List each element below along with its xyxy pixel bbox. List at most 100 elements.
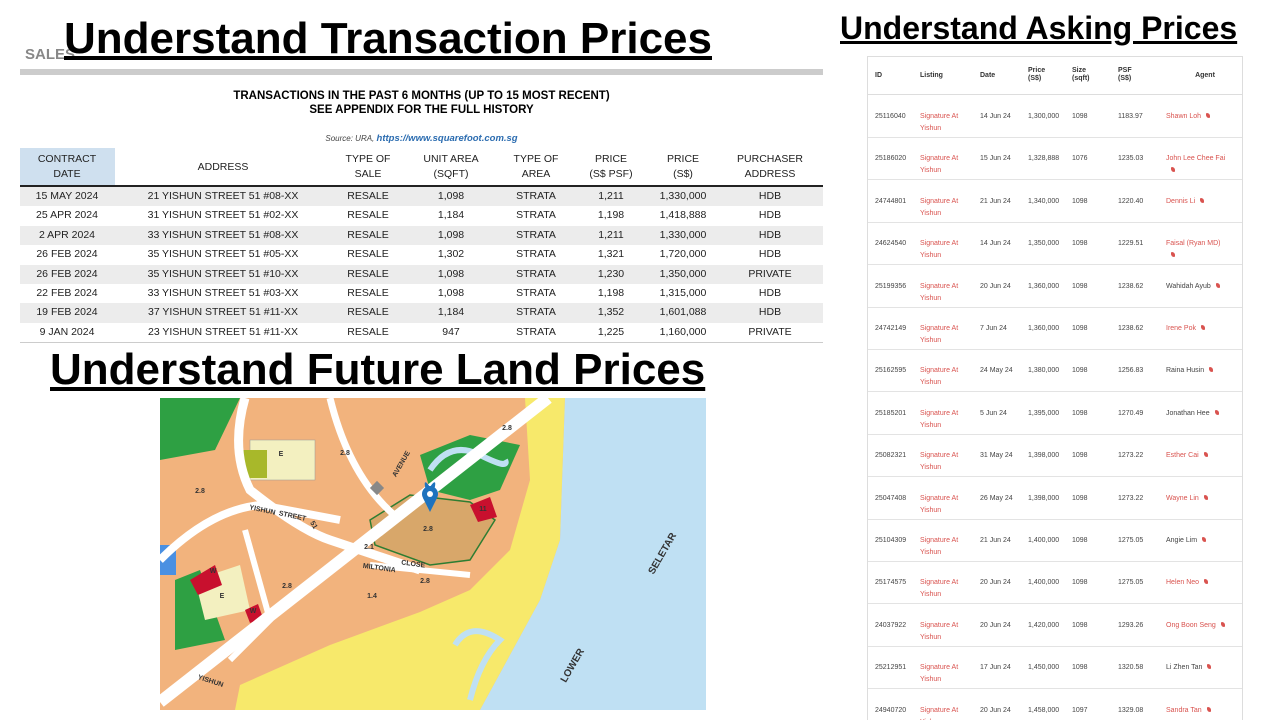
header-line: ADDRESS [744, 168, 796, 180]
cell: RESALE [347, 306, 389, 319]
road [227, 529, 274, 663]
header-line: Size [1072, 67, 1087, 74]
header-line: Listing [920, 72, 943, 79]
cell: 22 FEB 2024 [36, 287, 98, 299]
cell[interactable]: Signature At Yishun [920, 282, 959, 302]
cell: 1,211 [598, 190, 624, 202]
map-label: 2.8 [340, 450, 350, 457]
cell: 21 Jun 24 [980, 537, 1011, 544]
agent-link[interactable]: Raina Husin [1166, 367, 1214, 374]
agent-link[interactable]: Jonathan Hee [1166, 409, 1219, 417]
cell: 1,360,000 [1028, 282, 1060, 290]
cell: 1,352 [597, 306, 625, 319]
cell[interactable]: Signature At Yishun [920, 113, 959, 132]
cell: 35 YISHUN STREET 51 #10-XX [147, 267, 299, 280]
cell: 1098 [1072, 537, 1088, 544]
agent-link[interactable]: Sandra Tan [1166, 706, 1211, 714]
column-header: Price (S$) [1028, 67, 1070, 83]
row-bg [20, 187, 823, 207]
row-rule [868, 137, 1242, 138]
phone-icon[interactable] [1200, 325, 1205, 330]
phone-icon[interactable] [1203, 494, 1208, 500]
cell[interactable]: Signature At Yishun [920, 452, 959, 472]
row-rule [868, 561, 1242, 562]
cell: RESALE [347, 228, 389, 241]
cell[interactable]: Signature At Yishun [920, 240, 959, 260]
phone-icon[interactable] [1207, 664, 1212, 670]
cell[interactable]: Signature At Yishun [920, 367, 959, 387]
source-prefix: Source: URA, [325, 134, 375, 143]
cell: 1,350,000 [1028, 240, 1060, 248]
phone-icon[interactable] [1171, 167, 1175, 173]
cell: 1,601,088 [659, 306, 707, 319]
cell: 1,300,000 [1028, 113, 1060, 120]
cell: 1098 [1072, 664, 1088, 672]
cell[interactable]: Signature At Yishun [920, 197, 959, 217]
cell: 1098 [1072, 197, 1088, 205]
phone-icon[interactable] [1200, 197, 1205, 203]
cell[interactable]: Signature At Yishun [920, 325, 959, 344]
row-rule [868, 645, 1242, 647]
cell[interactable]: Signature At Yishun [920, 706, 959, 720]
cell[interactable]: Signature At Yishun [920, 409, 959, 429]
cell[interactable]: Signature At Yishun [920, 155, 959, 175]
agent-link[interactable]: Irene Pok [1166, 325, 1205, 332]
cell: 35 YISHUN STREET 51 #05-XX [147, 248, 299, 261]
cell[interactable]: Signature At Yishun [920, 664, 959, 684]
cell[interactable]: Signature At Yishun [920, 621, 959, 641]
cell: 1,184 [437, 209, 465, 222]
header-line: SALE [354, 168, 382, 180]
column-header: TYPE OF AREA [496, 152, 576, 182]
phone-icon[interactable] [1206, 706, 1211, 712]
cell: 37 YISHUN STREET 51 #11-XX [148, 306, 298, 319]
header-line: ADDRESS [197, 161, 249, 173]
header-rule [20, 185, 823, 187]
phone-icon[interactable] [1171, 252, 1175, 258]
cell: 1,330,000 [659, 190, 707, 202]
agent-link[interactable]: Dennis Li [1166, 197, 1205, 205]
cell: 1256.83 [1118, 367, 1144, 375]
cell: 1,330,000 [659, 228, 707, 241]
agent-link[interactable]: Wahidah Ayub [1166, 282, 1220, 290]
cell: 1,395,000 [1028, 409, 1060, 417]
cell: 1,458,000 [1028, 706, 1060, 714]
header-line: UNIT AREA [423, 153, 479, 165]
agent-link[interactable]: Helen Neo [1166, 579, 1209, 586]
agent-link[interactable]: Li Zhen Tan [1166, 664, 1212, 671]
cell[interactable]: Signature At Yishun [920, 537, 959, 556]
cell[interactable]: Signature At Yishun [920, 494, 959, 514]
phone-icon[interactable] [1220, 621, 1225, 627]
agent-link[interactable]: Wayne Lin [1166, 494, 1208, 502]
pin [423, 498, 437, 512]
agent-link[interactable]: Shawn Loh [1166, 113, 1211, 120]
phone-icon[interactable] [1206, 113, 1211, 118]
row-rule [868, 603, 1242, 605]
cell: 1,350,000 [659, 267, 707, 280]
phone-icon[interactable] [1204, 579, 1209, 585]
header-line: TYPE OF [513, 153, 559, 165]
map-label: W [250, 608, 257, 615]
cell: 1,360,000 [1028, 325, 1060, 332]
header-line: ID [875, 72, 882, 79]
cell: 24624540 [875, 240, 907, 248]
cell: 1097 [1072, 706, 1088, 714]
phone-icon[interactable] [1214, 409, 1219, 415]
cell: 25199356 [875, 282, 907, 290]
phone-icon[interactable] [1202, 537, 1207, 542]
row-bg [20, 264, 823, 284]
agent-link[interactable]: Esther Cai [1166, 452, 1208, 459]
phone-icon[interactable] [1215, 282, 1220, 288]
phone-icon[interactable] [1209, 367, 1214, 373]
agent-link[interactable]: Angie Lim [1166, 537, 1207, 544]
row-rule [868, 688, 1242, 690]
cell: 1,321 [597, 248, 625, 261]
agent-link[interactable]: John Lee Chee Fai [1166, 153, 1226, 177]
cell: 33 YISHUN STREET 51 #08-XX [147, 228, 299, 241]
cell: 1098 [1072, 621, 1088, 629]
source-link[interactable]: https://www.squarefoot.com.sg [376, 133, 518, 144]
cell: 1098 [1072, 579, 1088, 587]
agent-link[interactable]: Faisal (Ryan MD) [1166, 238, 1226, 262]
phone-icon[interactable] [1203, 452, 1208, 458]
cell[interactable]: Signature At Yishun [920, 579, 959, 599]
agent-link[interactable]: Ong Boon Seng [1166, 621, 1225, 629]
